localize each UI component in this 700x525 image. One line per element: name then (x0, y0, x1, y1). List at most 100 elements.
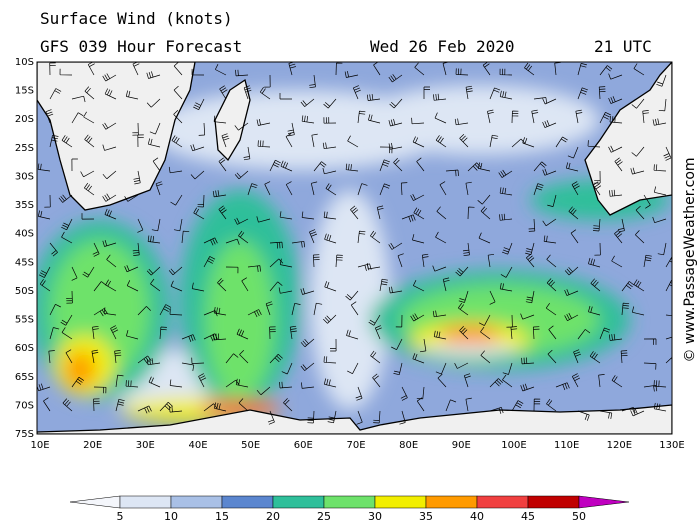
wind-barb (323, 314, 337, 324)
wind-barb (652, 216, 667, 224)
wind-barb (323, 356, 337, 364)
wind-barb (611, 255, 623, 268)
wind-barb (379, 183, 391, 196)
lat-label: 75S (15, 429, 34, 440)
wind-barb (82, 266, 95, 278)
wind-barb (312, 254, 320, 268)
wind-barb (93, 398, 100, 412)
wind-barb (545, 302, 557, 316)
wind-barb (181, 362, 195, 371)
wind-barb (301, 115, 315, 124)
wind-barb (217, 278, 227, 292)
wind-barb (265, 301, 273, 316)
wind-barb (322, 167, 337, 175)
wind-barb (442, 277, 450, 292)
wind-barb (92, 325, 99, 340)
wind-barb (323, 98, 337, 109)
wind-barb (478, 232, 491, 244)
wind-barb (173, 109, 183, 124)
wind-barb (300, 362, 315, 371)
wind-barb (489, 87, 501, 100)
wind-barb (264, 74, 271, 88)
wind-barb (190, 170, 205, 180)
lon-label: 20E (83, 440, 102, 451)
wind-barb (368, 314, 381, 326)
antarctica (37, 404, 672, 434)
wind-barb (102, 239, 117, 247)
wind-barb (599, 65, 613, 76)
wind-barb (214, 64, 227, 76)
wind-barb (197, 194, 205, 208)
wind-barb (300, 338, 315, 348)
wind-barb (325, 183, 337, 196)
wind-barb (590, 278, 601, 292)
wind-barb (102, 170, 117, 180)
wind-barb (256, 119, 271, 126)
wind-barb (307, 410, 315, 424)
colorbar-low-end (69, 495, 121, 509)
wind-barb (159, 304, 172, 316)
wind-barb (61, 231, 73, 244)
colorbar-band (272, 495, 325, 509)
wind-barb (213, 307, 227, 316)
wind-barb (614, 229, 623, 244)
wind-barb (49, 303, 61, 316)
lat-label: 45S (15, 257, 34, 268)
colorbar-band (221, 495, 274, 509)
wind-barb (522, 137, 535, 148)
wind-barb (357, 230, 366, 244)
wind-barb (84, 182, 95, 196)
title: Surface Wind (knots) (40, 9, 233, 28)
wind-barb (477, 162, 491, 172)
wind-barb (413, 207, 425, 220)
wind-barb (203, 256, 216, 268)
wind-barb (152, 157, 161, 172)
wind-barb (247, 309, 262, 318)
wind-barb (366, 263, 381, 270)
wind-barb (309, 74, 316, 89)
wind-barb (499, 68, 513, 76)
wind-barb (608, 73, 623, 80)
wind-barb (291, 302, 301, 316)
wind-barb (310, 181, 318, 196)
wind-barb (133, 170, 141, 185)
forecast-time: 21 UTC (594, 37, 652, 56)
wind-barb (376, 205, 384, 220)
lon-label: 30E (136, 440, 155, 451)
wind-barb (528, 218, 536, 232)
wind-barb (548, 325, 557, 340)
wind-barb (345, 163, 359, 172)
wind-barb (393, 362, 403, 376)
longitude-labels: 10E 20E 30E 40E 50E 60E 70E 80E 90E 100E 110E 120E 1… (30, 440, 684, 451)
wind-barb (589, 351, 601, 364)
wind-barb (313, 302, 323, 316)
wind-barb (198, 122, 206, 136)
wind-barb (454, 362, 469, 369)
wind-barb (412, 353, 425, 364)
wind-barb (66, 290, 73, 304)
wind-barb (168, 166, 183, 174)
wind-barb (379, 278, 388, 292)
wind-barb (416, 386, 425, 400)
wind-barb (193, 98, 205, 111)
wind-barb (609, 189, 623, 197)
wind-barb (462, 242, 470, 257)
wind-barb (532, 326, 540, 340)
wind-barb (455, 266, 469, 277)
wind-barb (132, 242, 140, 256)
wind-barb (388, 242, 403, 250)
wind-barb (137, 218, 144, 233)
wind-barb (533, 398, 541, 412)
wind-barb (411, 117, 425, 125)
wind-barb (631, 306, 645, 316)
wind-barb (43, 397, 51, 412)
wind-barb (432, 265, 447, 272)
wind-barb (346, 329, 359, 340)
wind-barb (437, 373, 447, 388)
colorbar-band (119, 495, 172, 509)
wind-barb (169, 405, 183, 413)
colorbar-band (476, 495, 529, 509)
wind-barb (400, 386, 408, 401)
wind-barb (454, 118, 469, 126)
wind-barb (61, 218, 73, 231)
